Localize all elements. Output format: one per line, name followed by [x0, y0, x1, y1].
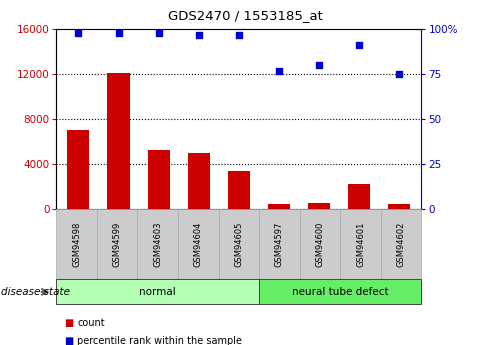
Text: ■: ■ [64, 318, 73, 328]
Text: GSM94601: GSM94601 [356, 221, 365, 267]
Text: percentile rank within the sample: percentile rank within the sample [77, 336, 243, 345]
Text: GSM94604: GSM94604 [194, 221, 203, 267]
Point [195, 32, 203, 38]
Point [115, 30, 122, 36]
Text: count: count [77, 318, 105, 328]
Bar [188, 152, 210, 209]
Text: normal: normal [139, 287, 176, 297]
Bar [228, 170, 250, 209]
Text: GSM94605: GSM94605 [234, 221, 244, 267]
Point [74, 30, 82, 36]
Text: GSM94600: GSM94600 [316, 221, 324, 267]
Point [395, 71, 403, 77]
Text: GSM94597: GSM94597 [275, 221, 284, 267]
Text: GSM94603: GSM94603 [153, 221, 162, 267]
Text: disease state: disease state [1, 287, 70, 297]
Text: neural tube defect: neural tube defect [292, 287, 389, 297]
Point [155, 30, 163, 36]
Bar [147, 150, 170, 209]
Bar [308, 203, 330, 209]
Text: GSM94602: GSM94602 [396, 221, 406, 267]
Text: GSM94599: GSM94599 [113, 221, 122, 267]
Point [315, 62, 323, 68]
Text: GDS2470 / 1553185_at: GDS2470 / 1553185_at [168, 9, 322, 22]
Bar [348, 184, 370, 209]
Bar [107, 73, 129, 209]
Bar [268, 204, 290, 209]
Point [355, 43, 363, 48]
Text: GSM94598: GSM94598 [72, 221, 81, 267]
Bar [68, 130, 90, 209]
Bar [388, 204, 410, 209]
Point [235, 32, 243, 38]
Point [275, 68, 283, 73]
Text: ■: ■ [64, 336, 73, 345]
